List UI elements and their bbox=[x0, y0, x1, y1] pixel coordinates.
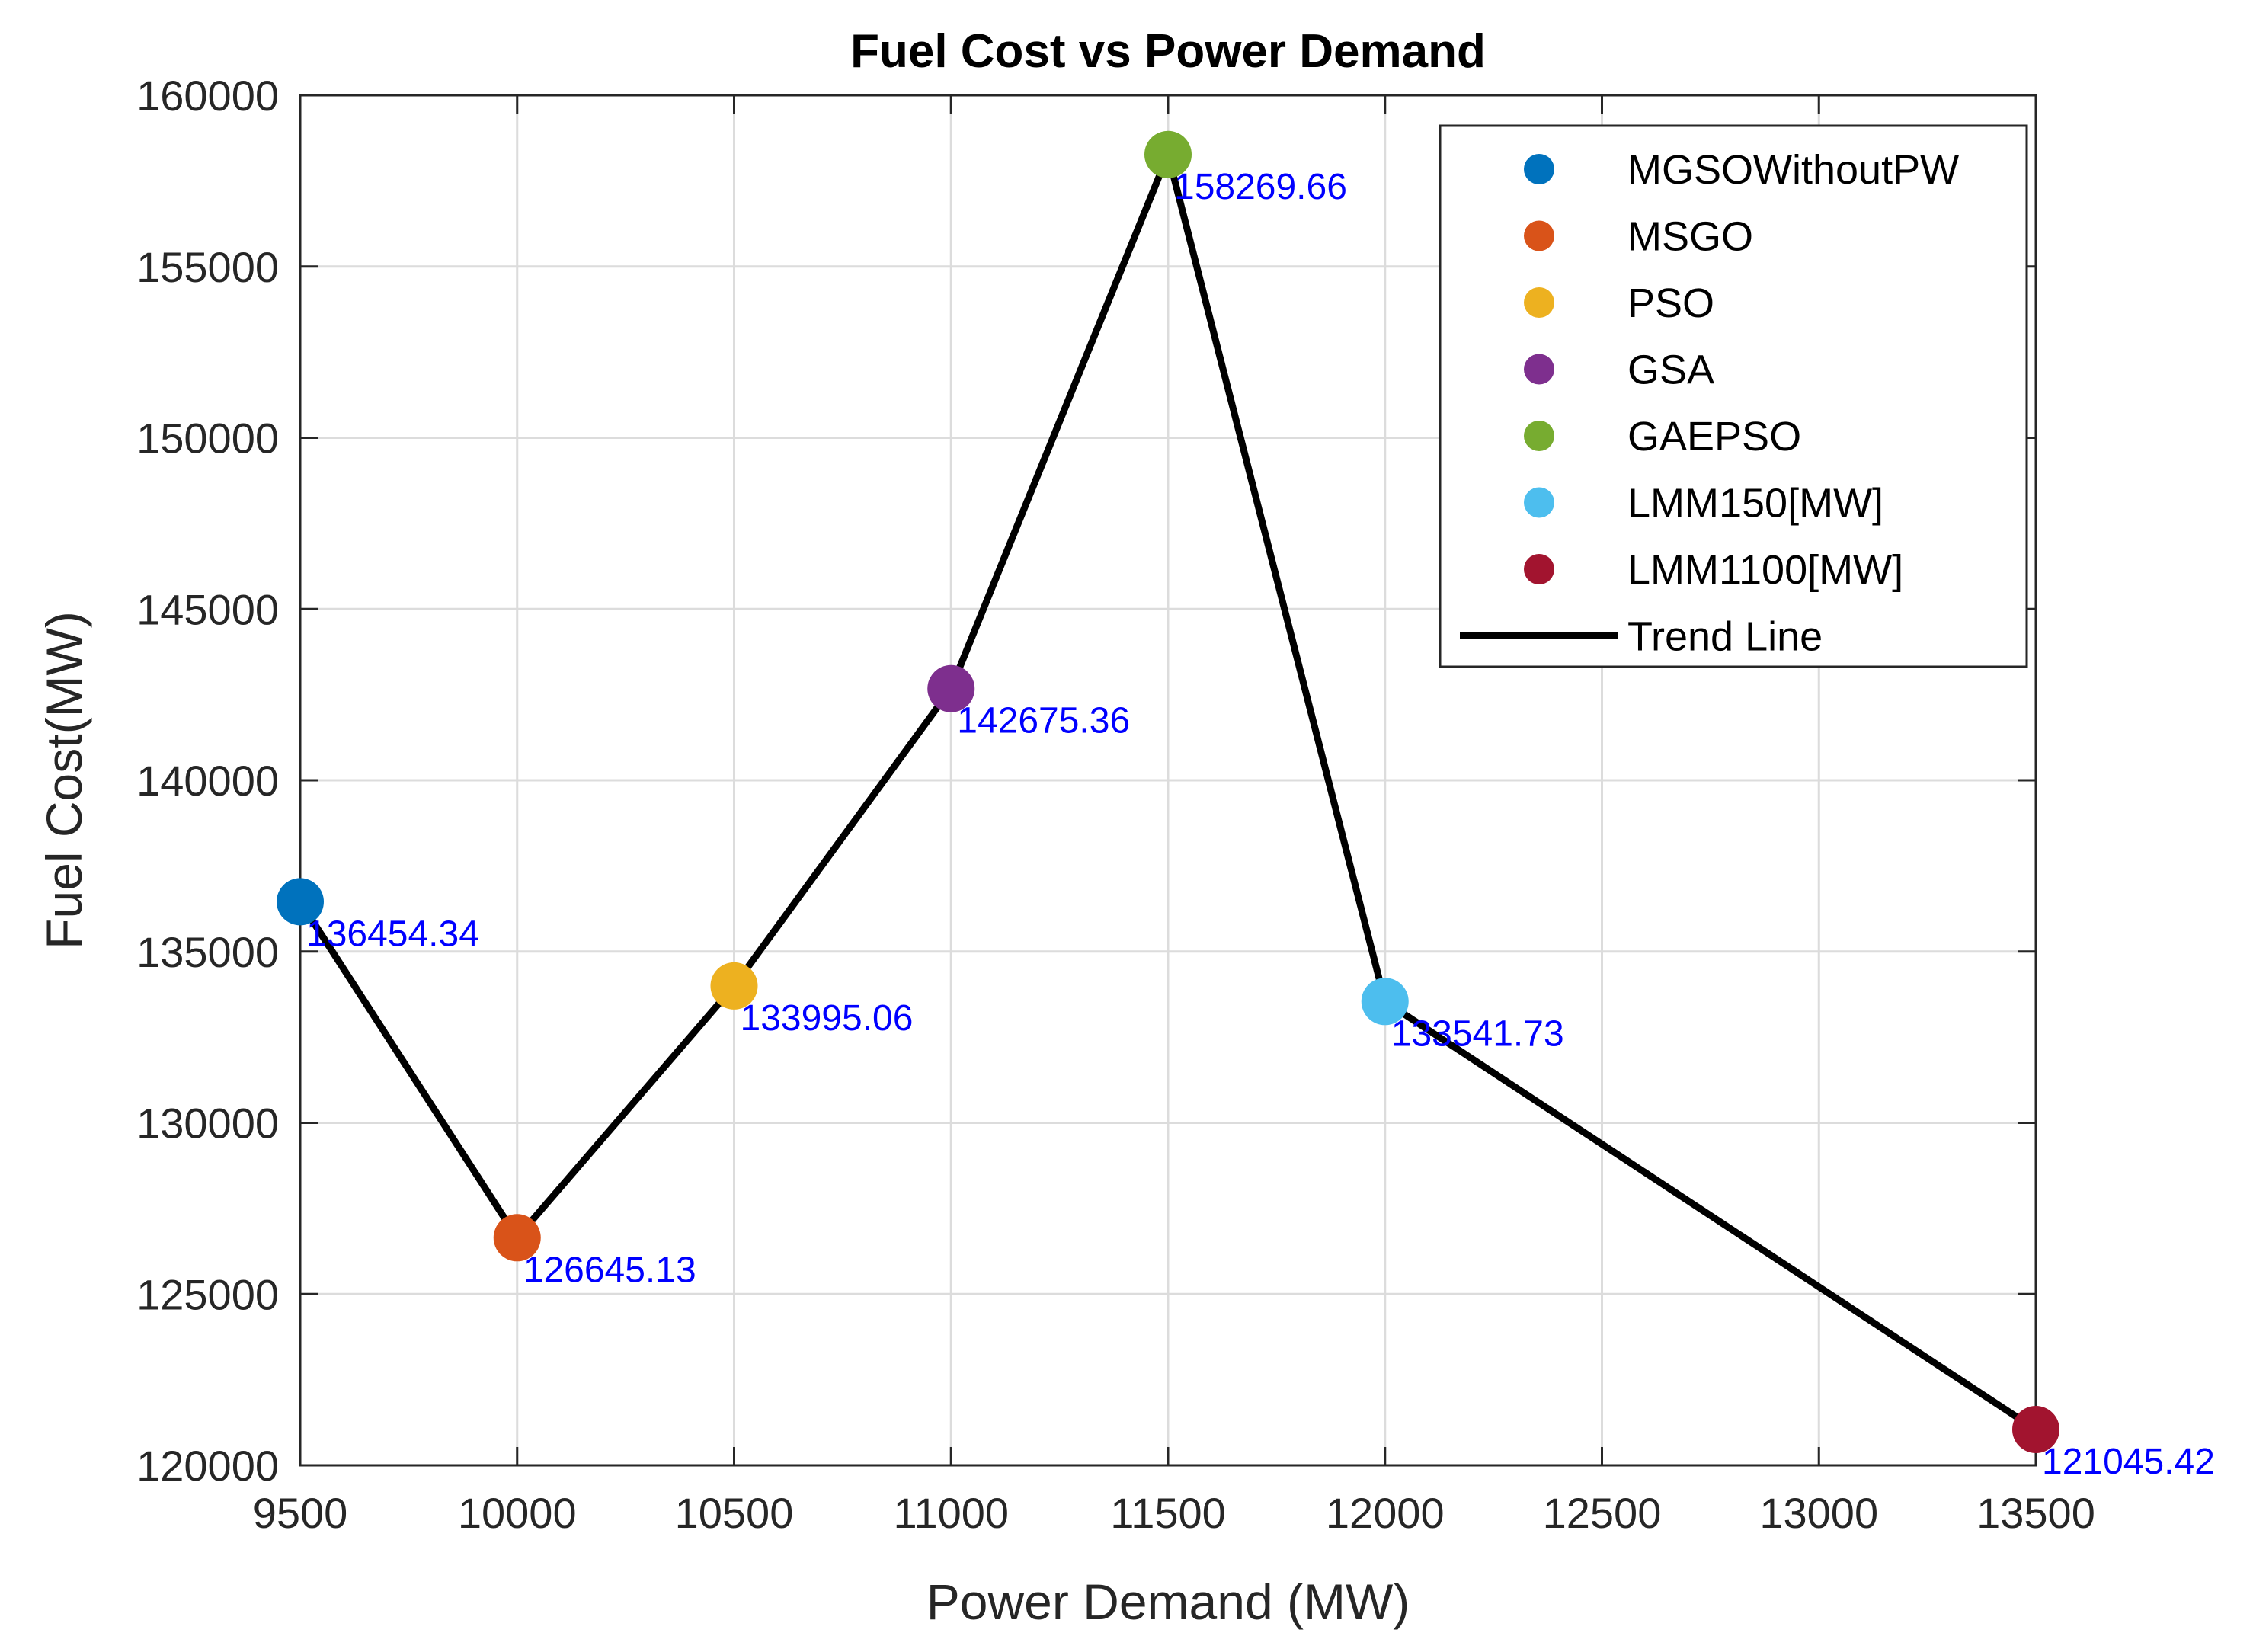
data-point-mgsowithoutpw bbox=[277, 878, 324, 926]
y-tick-label: 145000 bbox=[136, 585, 279, 633]
data-point-lmm150-mw bbox=[1361, 978, 1409, 1026]
y-tick-label: 125000 bbox=[136, 1270, 279, 1318]
x-tick-label: 12000 bbox=[1326, 1489, 1445, 1537]
legend-marker bbox=[1524, 354, 1554, 385]
y-axis-label: Fuel Cost(MW) bbox=[36, 611, 92, 949]
x-tick-label: 13000 bbox=[1759, 1489, 1878, 1537]
legend-entry: MSGO bbox=[1627, 214, 1753, 260]
legend: MGSOWithoutPW MSGO PSO GSA GAEPSO LMM150[MW] L… bbox=[1439, 124, 2028, 668]
x-tick-label: 13500 bbox=[1976, 1489, 2095, 1537]
legend-marker bbox=[1524, 554, 1554, 584]
legend-entry: GAEPSO bbox=[1627, 414, 1801, 459]
x-tick-label: 12500 bbox=[1543, 1489, 1662, 1537]
x-tick-label: 10500 bbox=[675, 1489, 794, 1537]
data-point-msgo bbox=[493, 1214, 541, 1262]
data-point-lmm1100-mw bbox=[2012, 1406, 2059, 1454]
y-tick-label: 155000 bbox=[136, 243, 279, 291]
x-tick-label: 11500 bbox=[1110, 1489, 1226, 1537]
y-tick-label: 135000 bbox=[136, 928, 279, 976]
chart-title: Fuel Cost vs Power Demand bbox=[850, 25, 1486, 78]
data-point-pso bbox=[710, 962, 758, 1010]
legend-entry: PSO bbox=[1627, 280, 1714, 326]
legend-entry: GSA bbox=[1627, 347, 1714, 393]
legend-entry: Trend Line bbox=[1627, 614, 1823, 660]
legend-marker bbox=[1524, 287, 1554, 318]
x-tick-label: 10000 bbox=[458, 1489, 577, 1537]
legend-marker bbox=[1524, 487, 1554, 518]
data-points bbox=[277, 130, 2059, 1454]
axis-ticks: 9500 10000 10500 11000 11500 12000 12500 13000 1… bbox=[136, 72, 2095, 1537]
y-tick-label: 140000 bbox=[136, 757, 279, 805]
data-label: 133541.73 bbox=[1391, 1013, 1564, 1054]
data-point-gsa bbox=[927, 664, 975, 712]
data-label: 126645.13 bbox=[523, 1250, 696, 1290]
data-label: 133995.06 bbox=[741, 998, 914, 1039]
data-labels: 136454.34 126645.13 133995.06 142675.36 1582… bbox=[306, 167, 2215, 1482]
data-label: 158269.66 bbox=[1174, 167, 1347, 207]
x-tick-label: 11000 bbox=[893, 1489, 1009, 1537]
legend-marker bbox=[1524, 154, 1554, 184]
data-label: 142675.36 bbox=[957, 701, 1130, 741]
legend-entry: LMM150[MW] bbox=[1627, 481, 1883, 527]
legend-entry: LMM1100[MW] bbox=[1627, 547, 1903, 593]
y-tick-label: 160000 bbox=[136, 72, 279, 120]
data-label: 136454.34 bbox=[306, 914, 479, 954]
legend-entry: MGSOWithoutPW bbox=[1627, 147, 1959, 193]
x-tick-label: 9500 bbox=[253, 1489, 348, 1537]
y-tick-label: 120000 bbox=[136, 1442, 279, 1490]
y-tick-label: 150000 bbox=[136, 415, 279, 463]
legend-marker bbox=[1524, 421, 1554, 451]
legend-marker bbox=[1524, 220, 1554, 251]
data-point-gaepso bbox=[1144, 130, 1192, 178]
data-label: 121045.42 bbox=[2042, 1442, 2215, 1482]
y-tick-label: 130000 bbox=[136, 1100, 279, 1148]
x-axis-label: Power Demand (MW) bbox=[926, 1574, 1410, 1630]
